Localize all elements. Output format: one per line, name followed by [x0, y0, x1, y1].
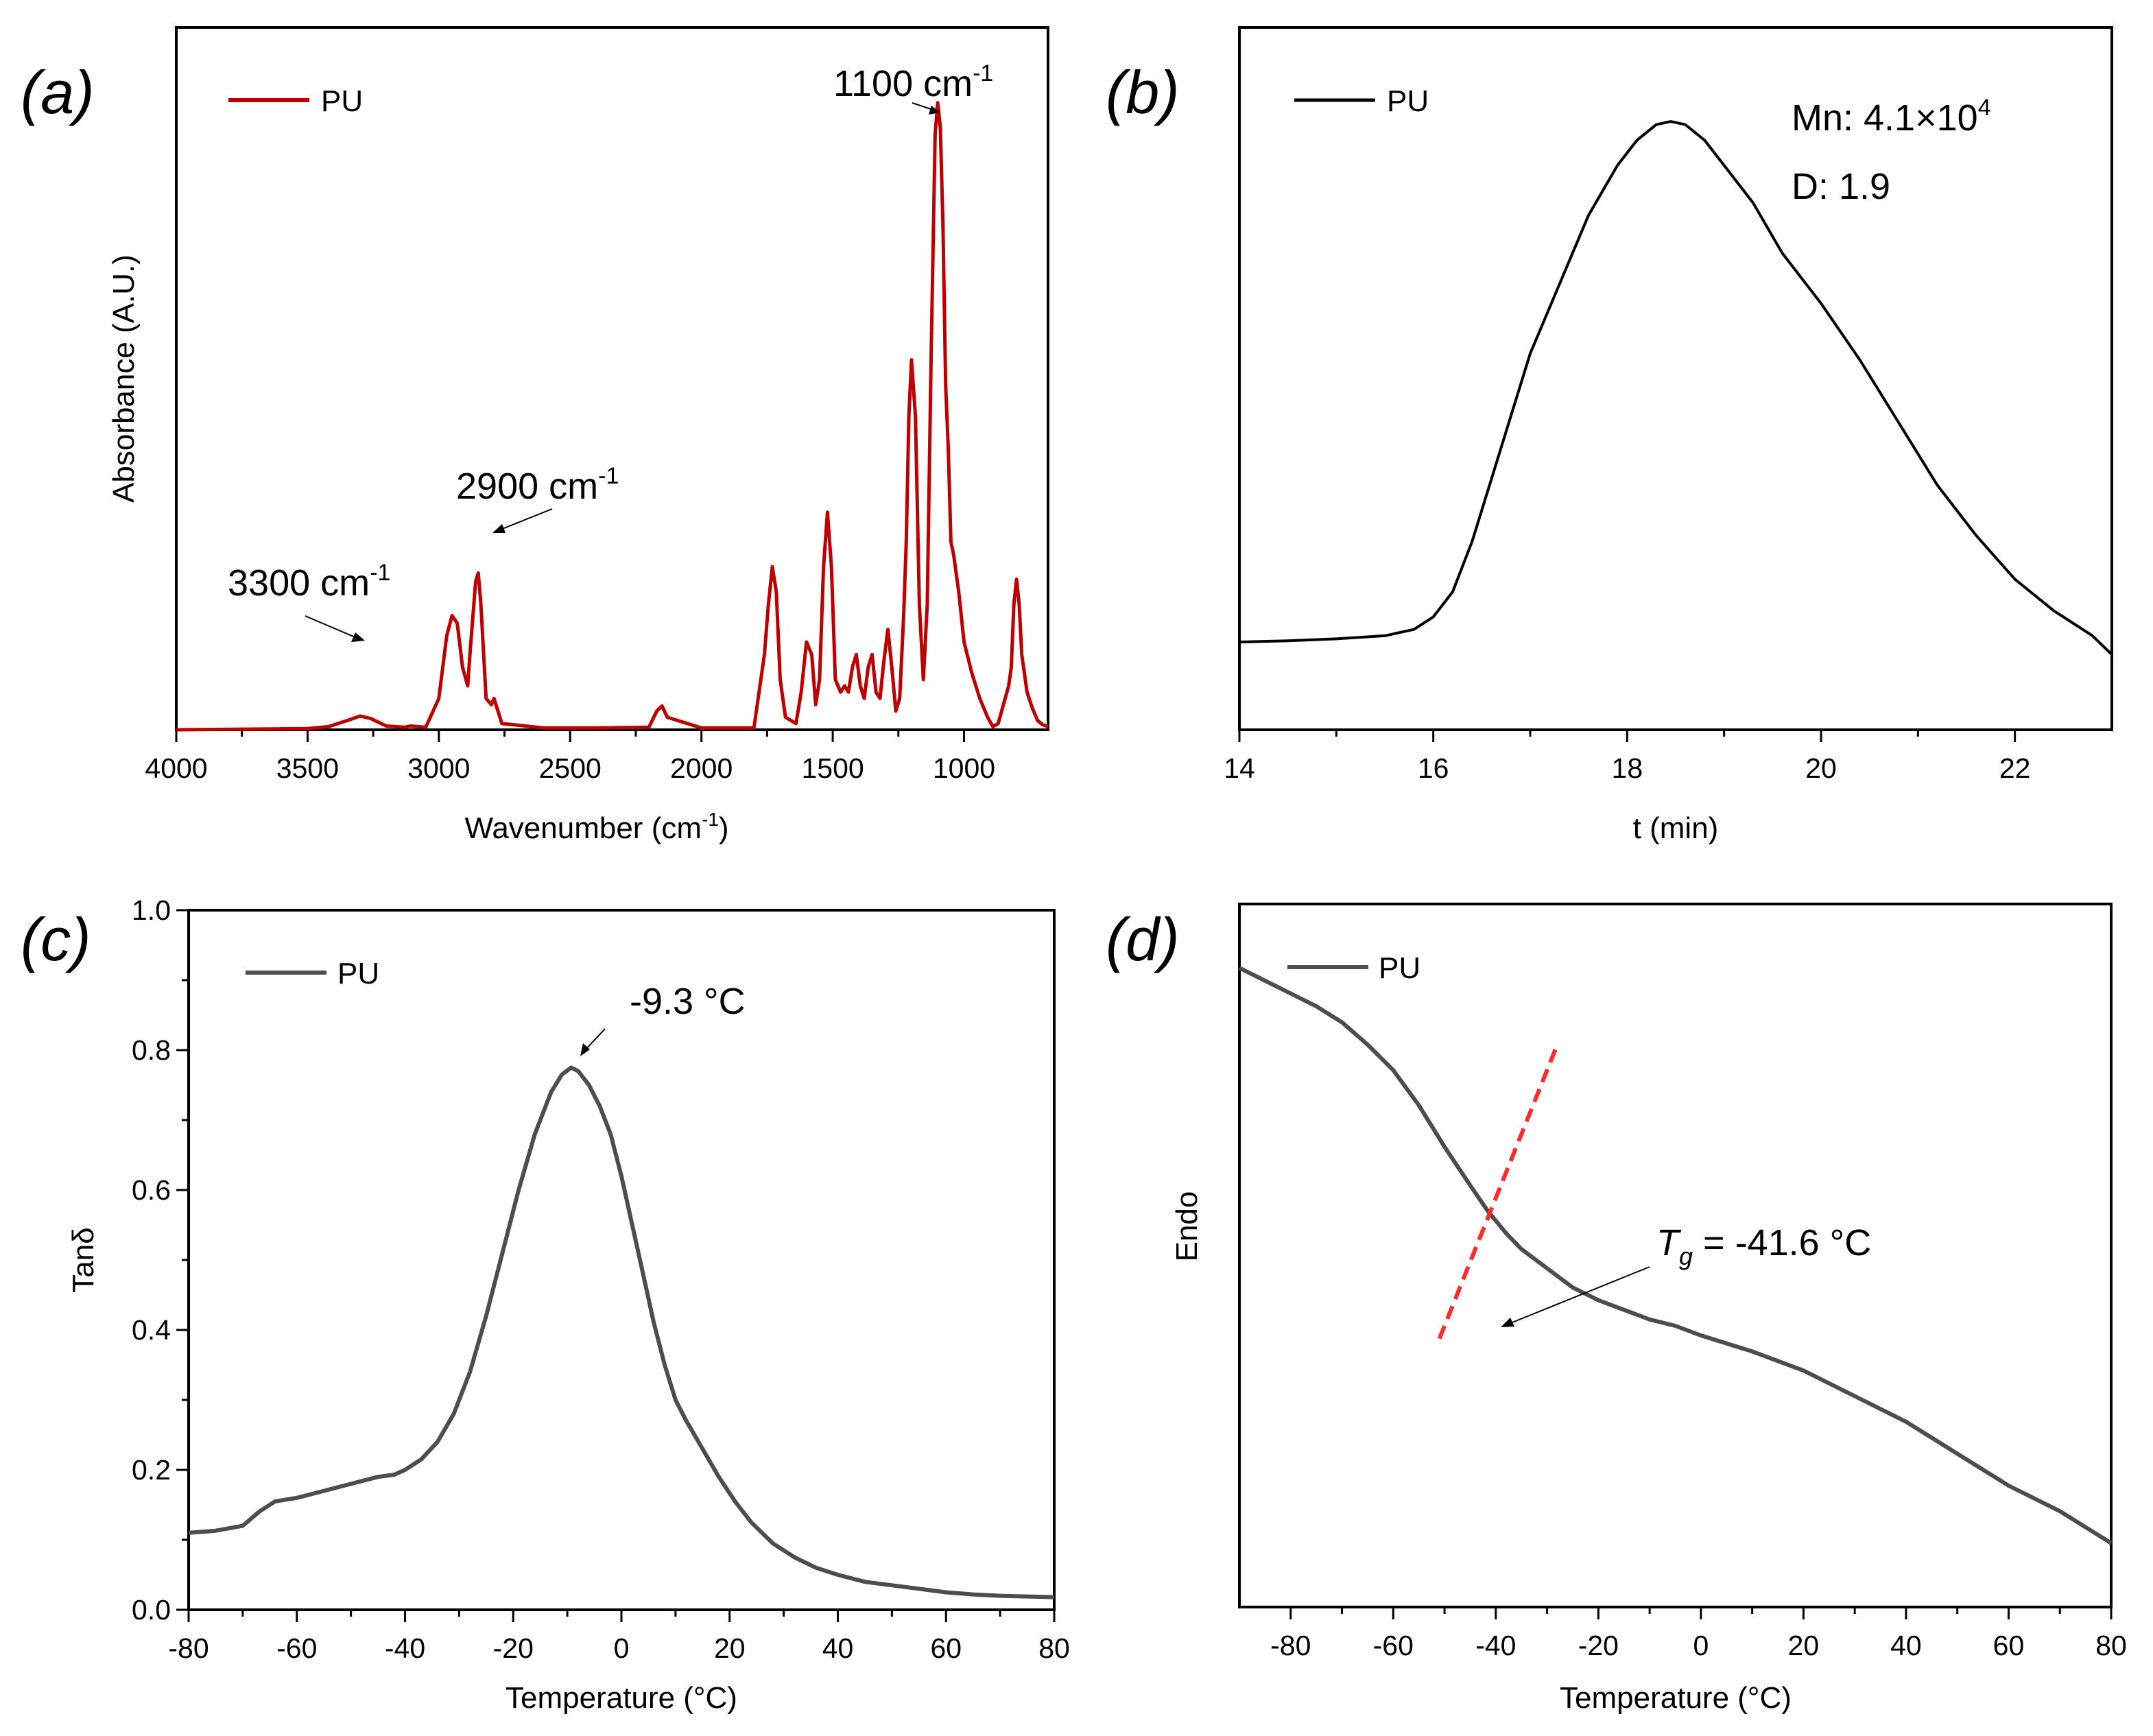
panel-d-x-ticks: -80 -60 -40 -20 0 20 40 60 80: [1270, 1607, 2127, 1661]
panel-a-annotation-3300: 3300 cm-1: [228, 560, 390, 604]
panel-d-x-tick-label: -80: [1270, 1630, 1311, 1661]
panel-c-x-tick-label: -20: [493, 1632, 534, 1664]
panel-d-annotation-tg: Tg = -41.6 °C: [1656, 1222, 1871, 1270]
panel-c-x-tick-label: 0: [614, 1632, 630, 1664]
panel-c-y-tick-label: 1.0: [132, 894, 171, 926]
panel-c-y-tick-label: 0.4: [132, 1314, 171, 1346]
panel-c-y-tick-label: 0.6: [132, 1174, 171, 1206]
panel-c-x-tick-label: -60: [276, 1632, 317, 1664]
panel-c-y-ticks: 0.0 0.2 0.4 0.6 0.8 1.0: [132, 894, 189, 1626]
panel-a-arrowhead-1100: [929, 106, 940, 115]
panel-d-x-tick-label: 40: [1890, 1630, 1922, 1661]
panel-a-x-tick-label: 1000: [933, 752, 995, 784]
panel-a-legend-label: PU: [321, 84, 363, 118]
panel-b-label: (b): [1106, 58, 1180, 126]
panel-a-annotation-2900: 2900 cm-1: [456, 463, 619, 507]
panel-a-arrow-1100: [912, 102, 933, 110]
panel-a-x-axis-label: Wavenumber (cm-1): [464, 809, 728, 845]
panel-b-x-tick-label: 22: [1999, 752, 2031, 784]
panel-b-annotation-dispersity: D: 1.9: [1792, 166, 1890, 207]
panel-b-x-tick-label: 16: [1418, 752, 1449, 784]
panel-a-x-ticks: 4000 3500 3000 2500 2000 1500 1000: [145, 730, 995, 784]
panel-c-annotation-peak: -9.3 °C: [630, 981, 746, 1022]
panel-a-plot-frame: [175, 26, 1049, 731]
panel-c-x-tick-label: -80: [168, 1632, 209, 1664]
panel-c-x-tick-label: 60: [930, 1632, 962, 1664]
panel-d-x-axis-label: Temperature (°C): [1560, 1681, 1792, 1715]
panel-d-dsc: (d) -80 -60 -40 -20 0 20 40 60 80 PU Tg = -41.6 …: [1106, 903, 2127, 1715]
panel-b-x-ticks: 14 16 18 20 22: [1224, 730, 2030, 784]
panel-a-arrowhead-2900: [492, 524, 505, 533]
panel-c-tan-delta-line: [188, 1065, 1055, 1600]
panel-c-x-tick-label: -40: [385, 1632, 425, 1664]
panel-a-annotation-1100: 1100 cm-1: [833, 60, 993, 104]
panel-a-ftir: (a) 4000 3500 3000 2500 2000 1500 1000 PU 3300…: [21, 26, 1049, 845]
panel-b-x-axis-label: t (min): [1633, 811, 1719, 845]
panel-b-gpc-line: [1239, 120, 2113, 656]
panel-d-x-tick-label: 80: [2095, 1630, 2127, 1661]
panel-a-ftir-line: [176, 101, 1049, 732]
panel-a-arrowhead-3300: [351, 632, 365, 642]
panel-d-arrowhead-tg: [1501, 1318, 1514, 1327]
panel-a-y-axis-label: Absorbance (A.U.): [107, 254, 141, 503]
panel-b-x-tick-label: 20: [1805, 752, 1837, 784]
panel-b-plot-frame: [1238, 26, 2113, 731]
panel-c-x-tick-label: 40: [822, 1632, 854, 1664]
panel-d-plot-frame: [1238, 903, 2113, 1608]
panel-d-x-tick-label: -20: [1578, 1630, 1619, 1661]
panel-d-x-tick-label: 0: [1693, 1630, 1709, 1661]
panel-d-tangent-line: [1437, 1043, 1560, 1340]
panel-c-dma: (c) -80 -60 -40 -20 0 20 40 60 80 0.00.20.40.60.…: [21, 894, 1070, 1715]
panel-a-arrow-2900: [500, 508, 553, 530]
panel-c-x-tick-label: 20: [714, 1632, 746, 1664]
panel-a-x-tick-label: 4000: [145, 752, 207, 784]
panel-a-x-tick-label: 1500: [801, 752, 864, 784]
panel-d-x-tick-label: 60: [1993, 1630, 2025, 1661]
panel-c-label: (c): [21, 905, 91, 973]
panel-d-x-tick-label: -40: [1475, 1630, 1516, 1661]
panel-c-y-tick-label: 0.2: [132, 1454, 171, 1486]
panel-d-y-axis-label: Endo: [1170, 1191, 1204, 1262]
panel-b-gpc: (b) 14 16 18 20 22 PU Mn: 4.1×104 D: 1.9 t (…: [1106, 26, 2113, 845]
panel-c-x-axis-label: Temperature (°C): [505, 1681, 737, 1715]
panel-b-x-tick-label: 14: [1224, 752, 1255, 784]
panel-d-x-tick-label: 20: [1788, 1630, 1820, 1661]
panel-c-y-tick-label: 0.0: [132, 1594, 171, 1626]
panel-c-arrow-peak: [585, 1028, 606, 1050]
panel-a-x-tick-label: 3000: [407, 752, 470, 784]
panel-d-x-tick-label: -60: [1373, 1630, 1414, 1661]
panel-a-x-tick-label: 2000: [670, 752, 733, 784]
panel-c-x-ticks: -80 -60 -40 -20 0 20 40 60 80: [168, 1610, 1070, 1664]
panel-c-arrowhead-peak: [580, 1043, 590, 1056]
panel-c-legend-label: PU: [337, 957, 379, 990]
panel-c-x-tick-label: 80: [1038, 1632, 1070, 1664]
panel-b-legend-label: PU: [1387, 84, 1429, 118]
panel-b-annotation-mn: Mn: 4.1×104: [1792, 95, 1991, 139]
panel-a-label: (a): [21, 58, 95, 126]
panel-d-dsc-line: [1238, 966, 2113, 1545]
panel-a-arrow-3300: [305, 615, 357, 639]
panel-a-x-tick-label: 2500: [539, 752, 602, 784]
panel-c-plot-frame: [187, 909, 1056, 1611]
panel-c-y-axis-label: Tanδ: [67, 1227, 100, 1292]
panel-b-x-tick-label: 18: [1612, 752, 1643, 784]
panel-d-legend-label: PU: [1379, 951, 1420, 985]
panel-a-x-tick-label: 3500: [276, 752, 339, 784]
panel-d-label: (d): [1106, 905, 1180, 973]
panel-c-y-tick-label: 0.8: [132, 1034, 171, 1066]
panel-d-arrow-tg: [1508, 1266, 1650, 1324]
